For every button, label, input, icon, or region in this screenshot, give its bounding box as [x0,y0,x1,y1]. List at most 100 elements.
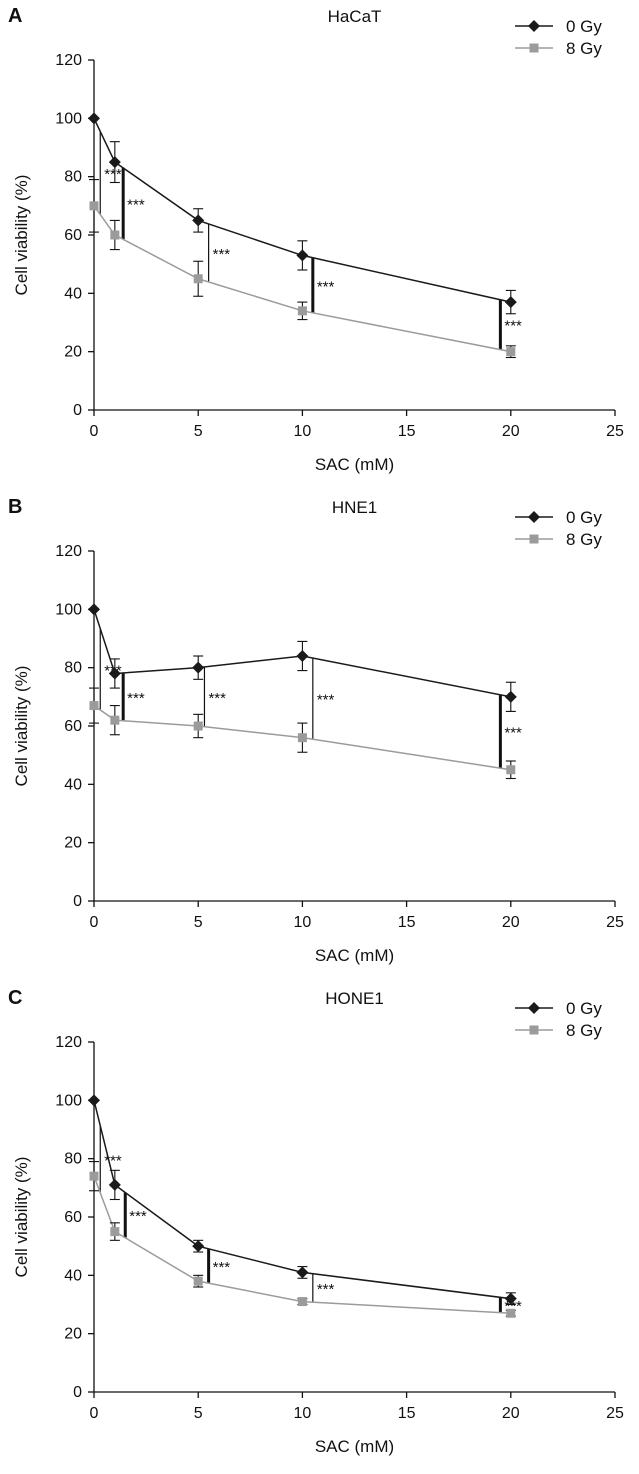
legend: 0 Gy 8 Gy [515,508,602,549]
data-point-diamond [192,661,205,674]
y-tick-label: 0 [73,402,82,419]
series-0-gy [88,112,517,315]
significance-label: *** [104,166,122,183]
y-tick-label: 40 [64,285,82,302]
series-8-gy [89,687,516,780]
legend-marker-square [529,534,539,544]
chart-panel-a: A HaCaT 0 20 40 60 80 100 120 0 5 10 15 20 25 SAC (mM) C… [8,5,624,474]
data-point-diamond [88,1094,100,1107]
series-0-gy [88,1094,517,1306]
x-tick-label: 5 [194,423,203,440]
panel-letter: A [8,5,22,27]
series-line [93,205,511,353]
y-tick-label: 100 [55,1092,82,1109]
legend-marker-diamond [528,511,540,523]
y-tick-label: 100 [55,601,82,618]
data-point-diamond [504,296,517,309]
data-point-square [89,1171,99,1181]
y-tick-label: 120 [55,543,82,560]
data-point-square [193,1276,203,1286]
y-tick-label: 40 [64,1267,82,1284]
y-tick-label: 0 [73,1384,82,1401]
x-tick-label: 20 [502,914,520,931]
legend: 0 Gy 8 Gy [515,17,602,58]
data-point-square [110,1227,120,1237]
x-tick-label: 0 [90,1405,99,1422]
panel-letter: B [8,496,22,518]
x-tick-label: 10 [294,1405,312,1422]
data-point-diamond [88,603,100,616]
x-tick-label: 15 [398,1405,416,1422]
data-point-diamond [108,667,121,680]
series-8-gy [89,1161,516,1318]
significance-label: *** [213,246,231,263]
x-tick-label: 5 [194,1405,203,1422]
y-tick-label: 40 [64,776,82,793]
y-tick-label: 60 [64,718,82,735]
legend: 0 Gy 8 Gy [515,999,602,1040]
y-tick-label: 80 [64,169,82,186]
legend-label: 0 Gy [566,999,602,1018]
data-point-square [89,201,99,211]
significance-label: *** [504,724,522,741]
legend-label: 8 Gy [566,530,602,549]
y-tick-label: 60 [64,227,82,244]
data-point-square [506,1308,516,1318]
data-point-diamond [88,112,100,125]
data-point-diamond [108,156,121,169]
x-tick-label: 20 [502,423,520,440]
chart-title: HONE1 [325,989,384,1008]
y-axis-label: Cell viability (%) [12,175,31,296]
series-line [93,118,511,303]
data-point-square [506,347,516,357]
y-tick-label: 80 [64,1151,82,1168]
legend-marker-diamond [528,20,540,32]
legend-label: 8 Gy [566,39,602,58]
legend-marker-square [529,43,539,53]
significance-label: *** [213,1259,231,1276]
y-tick-label: 20 [64,835,82,852]
y-tick-label: 80 [64,660,82,677]
data-point-square [506,765,516,775]
significance-label: *** [127,690,145,707]
x-tick-label: 15 [398,914,416,931]
data-point-diamond [504,690,517,703]
data-point-square [297,733,307,743]
data-point-square [89,701,99,711]
x-tick-label: 25 [606,914,624,931]
chart-panel-c: C HONE1 0 20 40 60 80 100 120 0 5 10 15 20 25 SAC (mM) C… [8,987,624,1456]
legend-label: 8 Gy [566,1021,602,1040]
data-point-square [110,715,120,725]
data-point-diamond [504,1292,517,1305]
x-tick-label: 25 [606,1405,624,1422]
series-line [93,1175,511,1314]
y-tick-label: 60 [64,1209,82,1226]
x-tick-label: 25 [606,423,624,440]
legend-label: 0 Gy [566,508,602,527]
data-point-square [193,274,203,284]
significance-label: *** [127,197,145,214]
x-axis-label: SAC (mM) [315,946,394,965]
y-tick-label: 20 [64,1326,82,1343]
data-point-square [297,306,307,316]
data-point-diamond [108,1178,121,1191]
series-0-gy [88,603,517,712]
legend-label: 0 Gy [566,17,602,36]
y-tick-label: 0 [73,893,82,910]
significance-label: *** [317,692,335,709]
x-tick-label: 5 [194,914,203,931]
legend-marker-square [529,1025,539,1035]
legend-marker-diamond [528,1002,540,1014]
y-axis-label: Cell viability (%) [12,1157,31,1278]
significance-label: *** [317,1281,335,1298]
data-point-diamond [192,214,205,227]
data-point-square [297,1297,307,1307]
data-point-diamond [296,1266,309,1279]
significance-label: *** [317,278,335,295]
significance-label: *** [504,318,522,335]
significance-label: *** [208,690,226,707]
y-axis-label: Cell viability (%) [12,666,31,787]
panel-letter: C [8,987,22,1009]
data-point-square [110,230,120,240]
